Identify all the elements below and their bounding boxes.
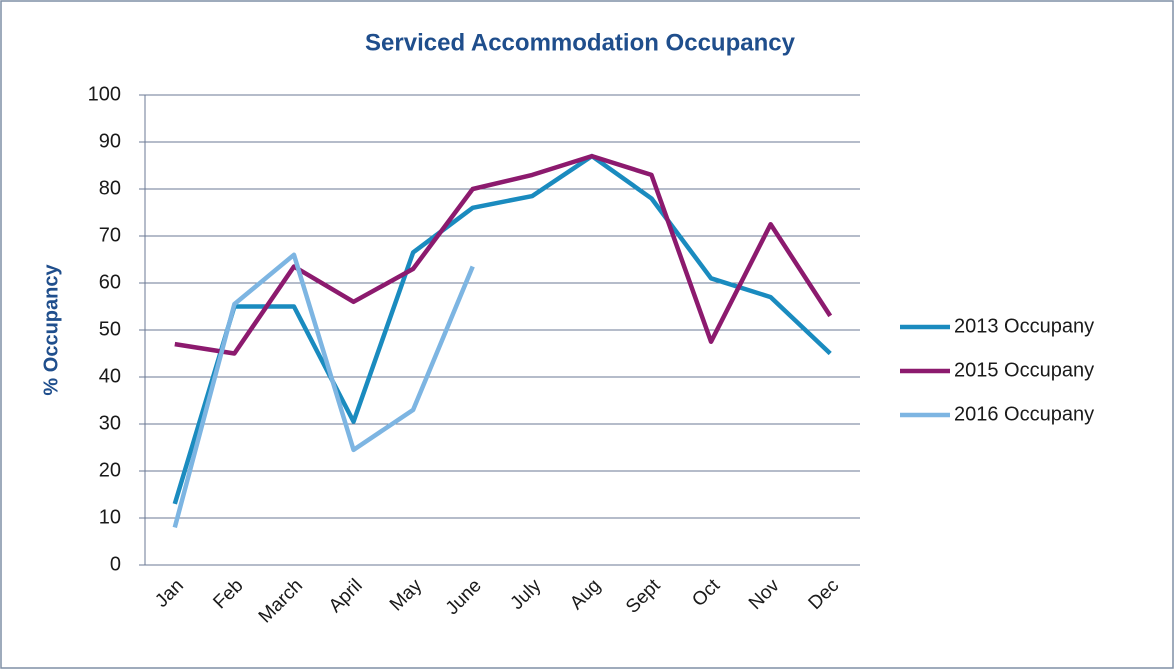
y-axis-label: % Occupancy — [40, 264, 62, 396]
y-tick-label: 70 — [99, 224, 121, 246]
y-tick-label: 40 — [99, 365, 121, 387]
y-tick-label: 30 — [99, 412, 121, 434]
y-tick-label: 60 — [99, 271, 121, 293]
y-tick-label: 100 — [88, 83, 121, 105]
y-tick-label: 20 — [99, 459, 121, 481]
legend-label: 2016 Occupany — [954, 403, 1094, 425]
legend-label: 2013 Occupany — [954, 315, 1094, 337]
y-tick-label: 50 — [99, 318, 121, 340]
y-tick-label: 80 — [99, 177, 121, 199]
chart-title: Serviced Accommodation Occupancy — [365, 29, 796, 56]
legend-label: 2015 Occupany — [954, 359, 1094, 381]
y-tick-label: 0 — [110, 553, 121, 575]
series-line — [174, 153, 833, 356]
series-line — [172, 252, 475, 528]
series-line — [172, 153, 832, 505]
y-tick-label: 10 — [99, 506, 121, 528]
y-tick-label: 90 — [99, 130, 121, 152]
